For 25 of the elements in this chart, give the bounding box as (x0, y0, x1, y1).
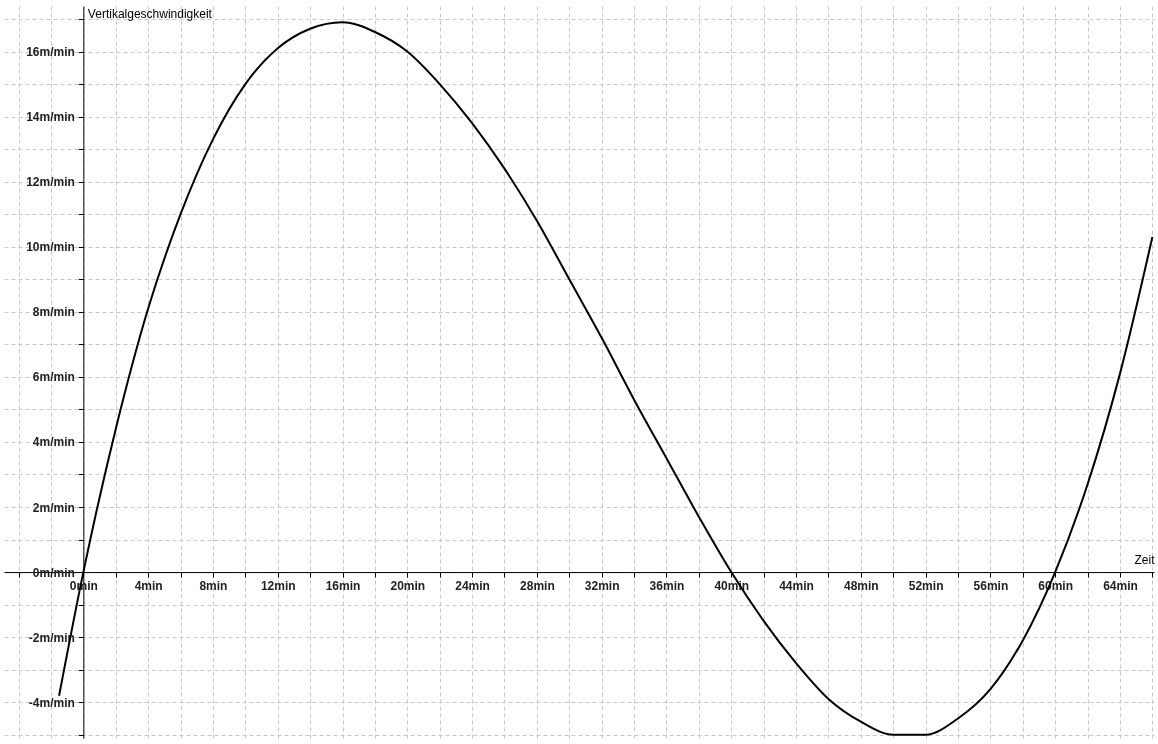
y-tick-label: 16m/min (26, 45, 75, 60)
x-tick-label: 28min (520, 578, 555, 593)
x-tick-label: 64min (1103, 578, 1138, 593)
x-tick-label: 56min (973, 578, 1009, 593)
x-tick-label: 8min (199, 578, 228, 593)
y-tick-label: 8m/min (32, 305, 75, 320)
x-tick-label: 36min (649, 578, 685, 593)
y-tick-label: 14m/min (26, 110, 75, 125)
x-tick-label: 4min (134, 578, 163, 593)
x-tick-label: 32min (584, 578, 620, 593)
y-tick-label: 10m/min (26, 240, 75, 255)
x-tick-label: 20min (390, 578, 426, 593)
y-tick-label: 6m/min (32, 370, 75, 385)
x-tick-label: 16min (325, 578, 361, 593)
y-tick-label: 12m/min (26, 175, 75, 190)
x-tick-label: 52min (908, 578, 944, 593)
x-tick-label: 12min (260, 578, 296, 593)
y-tick-label: -4m/min (28, 695, 75, 710)
x-axis-title: Zeit (1134, 552, 1156, 567)
x-tick-label: 24min (455, 578, 490, 593)
y-axis-title: Vertikalgeschwindigkeit (87, 6, 213, 21)
y-tick-label: 2m/min (32, 500, 75, 515)
x-tick-label: 44min (779, 578, 814, 593)
y-tick-label: 4m/min (32, 435, 75, 450)
x-tick-label: 48min (843, 578, 879, 593)
